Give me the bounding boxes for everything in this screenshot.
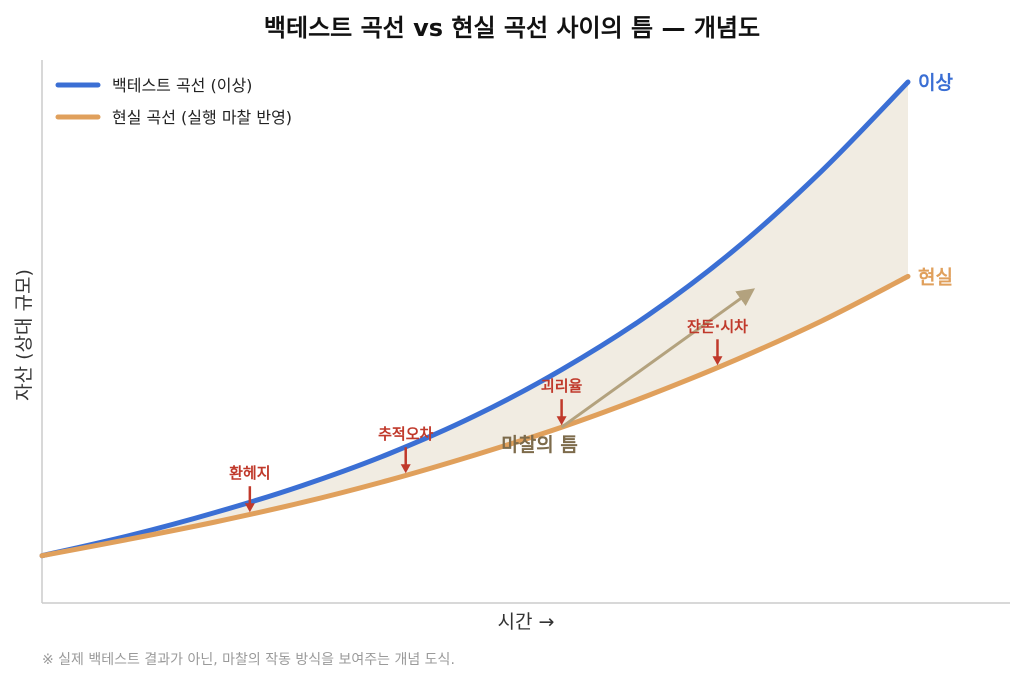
annotation-arrow-head — [712, 356, 723, 366]
x-axis-label: 시간 → — [498, 611, 555, 633]
annotation-arrow-head — [244, 503, 255, 513]
gap-label: 마찰의 틈 — [501, 434, 578, 456]
annotation-text: 괴리율 — [541, 377, 583, 395]
chart-title: 백테스트 곡선 vs 현실 곡선 사이의 틈 — 개념도 — [264, 14, 760, 42]
annotation-text: 환헤지 — [229, 464, 270, 482]
annotation-arrow-head — [556, 416, 567, 426]
legend-label-backtest: 백테스트 곡선 (이상) — [112, 76, 252, 95]
annotation-text: 추적오차 — [378, 425, 433, 443]
annotation-3: 잔돈·시차 — [687, 317, 748, 366]
y-axis-label: 자산 (상대 규모) — [13, 269, 35, 401]
end-label-reality: 현실 — [918, 266, 953, 288]
friction-gap-area — [42, 82, 908, 556]
series-line-reality — [39, 273, 911, 559]
series-line-backtest — [39, 79, 911, 559]
annotation-1: 추적오차 — [378, 425, 434, 474]
annotation-0: 환헤지 — [229, 464, 271, 513]
legend-label-reality: 현실 곡선 (실행 마찰 반영) — [112, 108, 292, 127]
annotation-2: 괴리율 — [541, 377, 583, 426]
end-label-backtest: 이상 — [918, 72, 953, 94]
legend: 백테스트 곡선 (이상) 현실 곡선 (실행 마찰 반영) — [55, 76, 292, 127]
trend-arrow — [560, 288, 756, 429]
annotation-arrow-head — [400, 464, 411, 474]
footnote: ※ 실제 백테스트 결과가 아닌, 마찰의 작동 방식을 보여주는 개념 도식. — [42, 652, 455, 668]
annotation-text: 잔돈·시차 — [687, 317, 748, 335]
